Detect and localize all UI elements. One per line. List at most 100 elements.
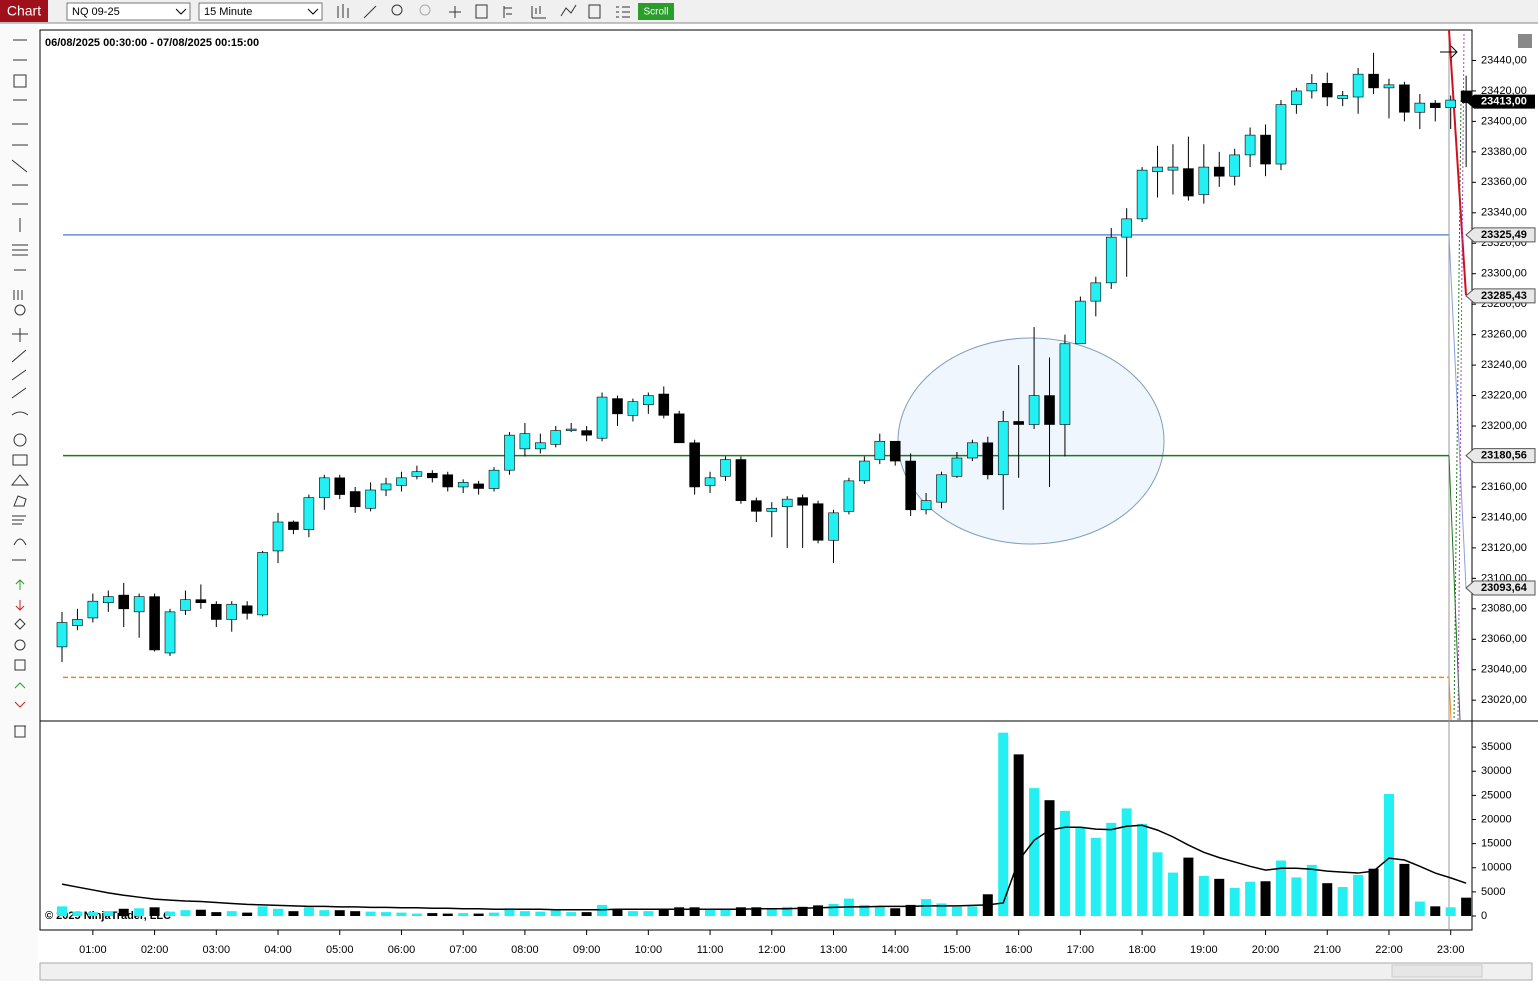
chart-tab-label: Chart [7, 3, 41, 19]
instrument-select[interactable] [66, 2, 191, 21]
x-tick-label: 21:00 [1313, 944, 1341, 956]
candle-body [673, 413, 685, 444]
last-price-label: 23413,00 [1481, 95, 1527, 107]
candle-body [1044, 395, 1055, 425]
volume-bar [195, 909, 206, 916]
volume-bar [1306, 864, 1317, 916]
volume-bar [303, 907, 314, 916]
volume-bar [1322, 883, 1333, 916]
volume-bar [1368, 868, 1379, 916]
price-marker [1465, 580, 1536, 596]
volume-bar [1059, 810, 1070, 916]
y-tick-label: 23260,00 [1481, 329, 1527, 341]
candle-body [442, 474, 454, 488]
candle-body [612, 398, 623, 415]
price-marker-label: 23093,64 [1481, 582, 1528, 594]
candle-body [257, 552, 268, 616]
toolbar-icons[interactable] [337, 4, 630, 19]
volume-moving-average [61, 824, 1467, 911]
volume-tick-label: 35000 [1481, 741, 1512, 753]
candle-body [1414, 102, 1426, 113]
candle-body [1059, 343, 1071, 425]
drawing-tools [0, 24, 38, 981]
volume-bar [674, 907, 685, 916]
volume-bar [1013, 754, 1024, 916]
instrument-text: NQ 09-25 [72, 6, 120, 18]
candle-body [828, 512, 839, 541]
candle-body [1198, 166, 1210, 195]
x-tick-label: 22:00 [1375, 944, 1403, 956]
volume-bar [427, 913, 438, 916]
price-marker-label: 23285,43 [1481, 290, 1527, 302]
volume-tick-label: 15000 [1481, 838, 1512, 850]
candle-body [226, 603, 238, 620]
volume-bar [1275, 860, 1286, 916]
candle-body [1321, 83, 1333, 98]
candle-body [1105, 236, 1117, 284]
volume-bar [519, 911, 530, 916]
x-tick-label: 05:00 [326, 944, 354, 956]
volume-bar [828, 903, 839, 916]
volume-bar [1106, 822, 1117, 916]
volume-bar [890, 908, 901, 916]
drawing-tool-icons[interactable] [10, 39, 30, 738]
ellipse-drawing[interactable] [897, 337, 1165, 545]
volume-bar [319, 910, 330, 916]
date-range: 06/08/2025 00:30:00 - 07/08/2025 00:15:0… [45, 37, 259, 49]
scroll-button[interactable] [638, 3, 674, 20]
volume-bar [504, 908, 515, 916]
volume-bar [921, 899, 932, 916]
candle-body [720, 459, 731, 477]
scrollbar-thumb[interactable] [1391, 964, 1483, 978]
candle-body [596, 396, 608, 439]
volume-bar [489, 912, 500, 916]
x-tick-label: 02:00 [141, 944, 169, 956]
volume-bar [1121, 808, 1132, 916]
volume-bar [1260, 881, 1271, 916]
candle-body [1152, 166, 1163, 172]
y-tick-label: 23420,00 [1481, 85, 1527, 97]
candle-body [334, 477, 346, 495]
x-tick-label: 10:00 [635, 944, 663, 956]
chart-tab[interactable] [0, 0, 48, 22]
volume-bar [149, 907, 160, 916]
volume-bar [936, 903, 947, 916]
volume-bar [458, 913, 469, 916]
volume-bar [165, 911, 176, 916]
y-tick-label: 23220,00 [1481, 389, 1527, 401]
candle-body [658, 393, 670, 416]
y-tick-label: 23120,00 [1481, 542, 1527, 554]
candle-body [149, 596, 160, 651]
x-tick-label: 03:00 [203, 944, 231, 956]
volume-tick-label: 5000 [1481, 886, 1505, 898]
x-tick-label: 09:00 [573, 944, 601, 956]
x-tick-label: 06:00 [388, 944, 416, 956]
volume-bar [72, 911, 83, 916]
candle-body [272, 521, 284, 552]
x-tick-label: 15:00 [943, 944, 971, 956]
candle-body [812, 503, 824, 541]
panel-button[interactable] [1518, 34, 1532, 48]
volume-bar [874, 906, 885, 916]
plot-frame [39, 29, 1473, 931]
x-tick-label: 23:00 [1437, 944, 1465, 956]
interval-select[interactable] [198, 2, 323, 21]
volume-bar [180, 910, 191, 916]
candle-body [288, 521, 299, 530]
volume-bar [1414, 901, 1425, 916]
volume-bar [1461, 897, 1472, 916]
candle-body [102, 596, 114, 604]
candle-body [180, 599, 191, 611]
dropdown-arrow [307, 8, 319, 15]
candle-body [303, 497, 315, 530]
volume-bar [334, 910, 345, 916]
candle-body [365, 489, 376, 509]
level-marker [1465, 448, 1536, 464]
scrollbar[interactable] [39, 962, 1533, 981]
volume-bar [766, 908, 777, 916]
candle-body [1013, 421, 1024, 425]
candle-body [1213, 166, 1225, 177]
candle-body [982, 442, 994, 476]
candle-body [56, 622, 68, 648]
